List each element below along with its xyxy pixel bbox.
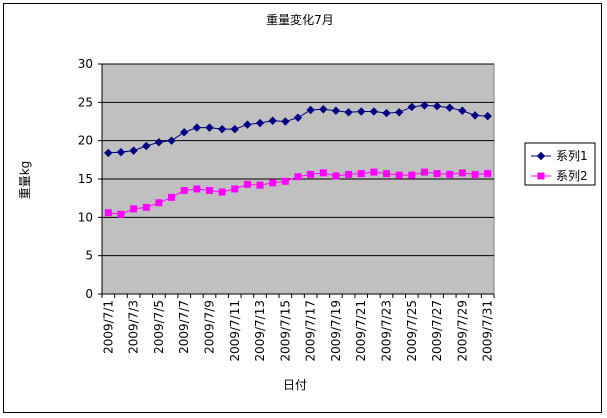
x-tick-label: 2009/7/11 xyxy=(228,300,242,362)
series-marker xyxy=(484,170,492,178)
series-marker xyxy=(168,193,176,201)
series-marker xyxy=(130,205,138,213)
series-marker xyxy=(471,170,479,178)
series-marker xyxy=(255,118,265,128)
series-marker xyxy=(142,141,151,151)
chart-title: 重量変化7月 xyxy=(266,12,334,27)
series-marker xyxy=(192,123,202,132)
series-marker xyxy=(370,168,378,176)
x-tick-label: 2009/7/23 xyxy=(380,300,394,362)
series-marker xyxy=(536,151,546,161)
series-marker xyxy=(193,185,201,193)
series-marker xyxy=(104,148,113,158)
series-marker xyxy=(420,168,428,176)
series-marker xyxy=(256,181,264,189)
x-axis-label: 日付 xyxy=(283,378,307,392)
series-marker xyxy=(116,147,126,157)
series-marker xyxy=(420,101,429,110)
series-marker xyxy=(306,105,315,115)
y-tick-label: 5 xyxy=(85,249,93,263)
legend-box xyxy=(524,142,596,186)
series-marker xyxy=(230,124,239,134)
x-tick-label: 2009/7/19 xyxy=(329,300,343,362)
y-tick-label: 20 xyxy=(78,134,93,148)
series-marker xyxy=(180,187,188,194)
series-marker xyxy=(205,187,213,194)
series-marker xyxy=(357,170,365,178)
series-marker xyxy=(319,105,328,114)
series-marker xyxy=(167,136,176,145)
series-marker xyxy=(446,170,454,178)
y-tick-label: 30 xyxy=(78,57,93,71)
series-marker xyxy=(383,170,391,178)
series-marker xyxy=(483,111,492,121)
legend-label: 系列2 xyxy=(556,169,588,183)
series-marker xyxy=(129,146,138,155)
x-tick-label: 2009/7/9 xyxy=(202,300,216,354)
series-marker xyxy=(281,177,289,185)
series-marker xyxy=(155,199,163,207)
y-tick-label: 25 xyxy=(78,95,93,109)
y-tick-label: 0 xyxy=(85,287,93,301)
series-marker xyxy=(345,170,353,178)
x-tick-label: 2009/7/5 xyxy=(152,300,166,354)
series-marker xyxy=(395,171,403,179)
series-marker xyxy=(281,117,290,126)
legend-label: 系列1 xyxy=(556,149,588,163)
x-tick-label: 2009/7/3 xyxy=(127,300,141,354)
x-tick-label: 2009/7/7 xyxy=(177,300,191,354)
series-marker xyxy=(407,102,417,112)
series-marker xyxy=(382,108,391,118)
series-marker xyxy=(217,124,227,134)
series-marker xyxy=(357,107,366,116)
x-tick-label: 2009/7/25 xyxy=(405,300,419,362)
series-marker xyxy=(154,137,164,147)
series-marker xyxy=(394,108,404,117)
series-marker xyxy=(294,173,302,181)
series-marker xyxy=(231,185,239,193)
series-marker xyxy=(307,170,315,178)
series-marker xyxy=(293,113,303,122)
series-marker xyxy=(458,106,467,115)
plot-area: 0 5 10 15 20 25 30 2009/7/1 2009/7/3 2009/7/5 2009… xyxy=(78,57,495,362)
series-marker xyxy=(319,169,327,177)
series-marker xyxy=(179,128,189,137)
x-tick-label: 2009/7/29 xyxy=(455,300,469,362)
x-tick-label: 2009/7/17 xyxy=(304,300,318,362)
series-marker xyxy=(344,108,353,117)
x-tick-label: 2009/7/31 xyxy=(481,300,495,362)
series-marker xyxy=(268,116,277,125)
x-tick-label: 2009/7/27 xyxy=(430,300,444,362)
y-tick-label: 10 xyxy=(78,210,93,224)
series-marker xyxy=(243,180,251,188)
series-marker xyxy=(445,103,454,112)
series-marker xyxy=(104,209,112,217)
series-marker xyxy=(332,172,340,180)
series-marker xyxy=(470,111,480,120)
series-marker xyxy=(218,188,226,196)
series-marker xyxy=(269,179,277,187)
series-marker xyxy=(432,101,442,111)
y-tick-label: 15 xyxy=(78,172,93,186)
series-marker xyxy=(369,107,379,116)
series-marker xyxy=(117,210,125,218)
series-marker xyxy=(243,120,252,129)
series-marker xyxy=(205,123,214,132)
series-marker xyxy=(408,171,416,179)
x-tick-label: 2009/7/13 xyxy=(253,300,267,362)
series-marker xyxy=(142,203,150,211)
series-marker xyxy=(331,106,341,115)
series-marker xyxy=(433,170,441,178)
y-axis-label: 重量kg xyxy=(18,161,32,200)
x-tick-label: 2009/7/15 xyxy=(278,300,292,362)
series-marker xyxy=(458,169,466,177)
series-marker xyxy=(537,172,545,180)
x-tick-label: 2009/7/21 xyxy=(354,300,368,362)
x-tick-label: 2009/7/1 xyxy=(101,300,115,354)
